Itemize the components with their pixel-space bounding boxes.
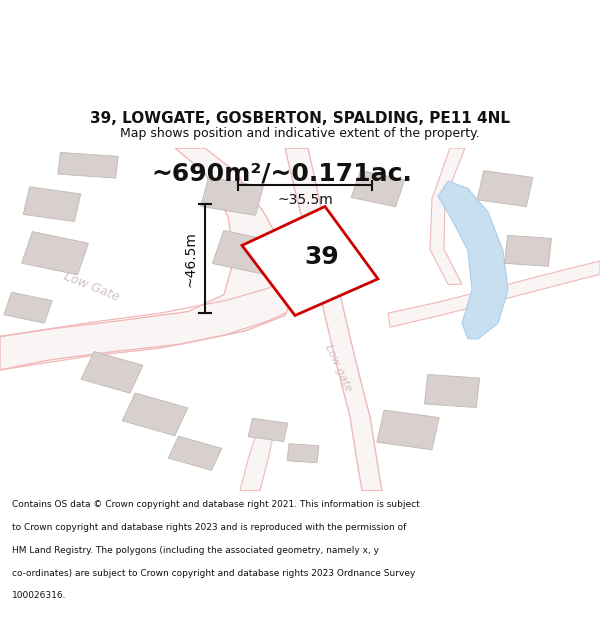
Polygon shape xyxy=(212,231,284,276)
Polygon shape xyxy=(23,187,81,221)
Polygon shape xyxy=(424,374,479,408)
Polygon shape xyxy=(248,418,288,441)
Polygon shape xyxy=(4,292,52,323)
Polygon shape xyxy=(377,410,439,450)
Text: HM Land Registry. The polygons (including the associated geometry, namely x, y: HM Land Registry. The polygons (includin… xyxy=(12,546,379,555)
Polygon shape xyxy=(242,206,378,316)
Text: 100026316.: 100026316. xyxy=(12,591,67,601)
Polygon shape xyxy=(168,436,222,471)
Polygon shape xyxy=(430,148,465,284)
Polygon shape xyxy=(81,351,143,393)
Text: Contains OS data © Crown copyright and database right 2021. This information is : Contains OS data © Crown copyright and d… xyxy=(12,500,420,509)
Text: co-ordinates) are subject to Crown copyright and database rights 2023 Ordnance S: co-ordinates) are subject to Crown copyr… xyxy=(12,569,415,578)
Text: Low gate: Low gate xyxy=(323,342,353,392)
Text: 39, LOWGATE, GOSBERTON, SPALDING, PE11 4NL: 39, LOWGATE, GOSBERTON, SPALDING, PE11 4… xyxy=(90,111,510,126)
Text: ~35.5m: ~35.5m xyxy=(277,193,333,208)
Text: ~46.5m: ~46.5m xyxy=(183,231,197,287)
Polygon shape xyxy=(388,261,600,327)
Text: 39: 39 xyxy=(305,245,340,269)
Polygon shape xyxy=(351,171,405,207)
Polygon shape xyxy=(200,177,263,216)
Polygon shape xyxy=(505,236,551,266)
Polygon shape xyxy=(240,428,275,491)
Text: Map shows position and indicative extent of the property.: Map shows position and indicative extent… xyxy=(120,127,480,140)
Text: ~690m²/~0.171ac.: ~690m²/~0.171ac. xyxy=(152,161,412,185)
Polygon shape xyxy=(122,393,188,436)
Polygon shape xyxy=(287,444,319,462)
Polygon shape xyxy=(477,171,533,206)
Polygon shape xyxy=(22,232,88,275)
Text: to Crown copyright and database rights 2023 and is reproduced with the permissio: to Crown copyright and database rights 2… xyxy=(12,523,406,532)
Polygon shape xyxy=(0,148,295,370)
Polygon shape xyxy=(58,152,118,178)
Polygon shape xyxy=(438,181,508,339)
Polygon shape xyxy=(285,148,382,491)
Text: Low Gate: Low Gate xyxy=(62,269,122,304)
